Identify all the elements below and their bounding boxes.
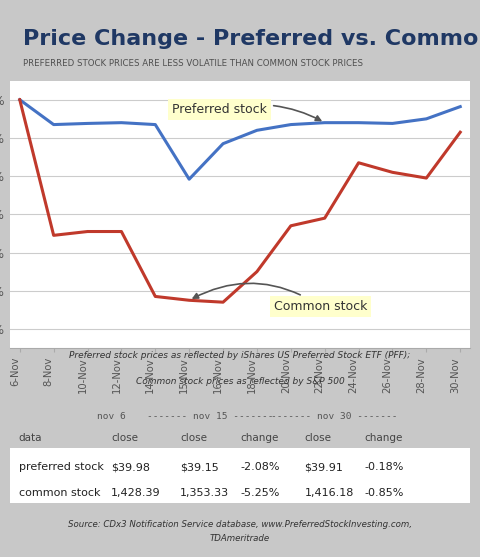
- Text: close: close: [111, 433, 138, 443]
- Text: $39.91: $39.91: [304, 462, 343, 472]
- Text: $39.98: $39.98: [111, 462, 150, 472]
- Text: Common stock: Common stock: [193, 284, 367, 313]
- Text: Source: CDx3 Notification Service database, www.PreferredStockInvesting.com,: Source: CDx3 Notification Service databa…: [68, 520, 412, 529]
- Text: Preferred stock prices as reflected by iShares US Preferred Stock ETF (PFF);: Preferred stock prices as reflected by i…: [70, 351, 410, 360]
- Text: change: change: [240, 433, 278, 443]
- Text: -5.25%: -5.25%: [240, 488, 279, 498]
- Text: PREFERRED STOCK PRICES ARE LESS VOLATILE THAN COMMON STOCK PRICES: PREFERRED STOCK PRICES ARE LESS VOLATILE…: [24, 59, 363, 68]
- Text: data: data: [19, 433, 42, 443]
- Text: $39.15: $39.15: [180, 462, 219, 472]
- Text: 1,428.39: 1,428.39: [111, 488, 161, 498]
- Text: common stock: common stock: [19, 488, 100, 498]
- Bar: [10, 448, 470, 502]
- Text: 1,416.18: 1,416.18: [304, 488, 354, 498]
- Text: TDAmeritrade: TDAmeritrade: [210, 534, 270, 543]
- Text: Common stock prices as reflected by S&P 500: Common stock prices as reflected by S&P …: [136, 378, 344, 387]
- Text: close: close: [180, 433, 207, 443]
- Text: close: close: [304, 433, 332, 443]
- Text: ------- nov 30 -------: ------- nov 30 -------: [271, 412, 398, 421]
- Text: -0.18%: -0.18%: [364, 462, 404, 472]
- Text: ------- nov 15 -------: ------- nov 15 -------: [147, 412, 273, 421]
- Text: -2.08%: -2.08%: [240, 462, 279, 472]
- Text: Preferred stock: Preferred stock: [172, 103, 321, 120]
- Text: preferred stock: preferred stock: [19, 462, 104, 472]
- Text: change: change: [364, 433, 403, 443]
- Text: Price Change - Preferred vs. Common: Price Change - Preferred vs. Common: [24, 28, 480, 48]
- Text: -0.85%: -0.85%: [364, 488, 404, 498]
- Text: nov 6: nov 6: [96, 412, 125, 421]
- Text: 1,353.33: 1,353.33: [180, 488, 229, 498]
